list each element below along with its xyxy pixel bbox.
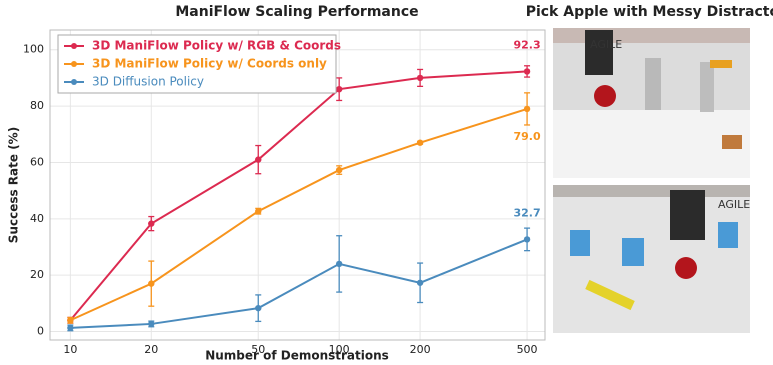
- legend-marker: [71, 79, 77, 85]
- panel-title: Pick Apple with Messy Distractors: [526, 4, 773, 20]
- value-label: 79.0: [513, 130, 540, 143]
- value-label: 32.7: [513, 206, 540, 219]
- x-tick-label: 20: [144, 343, 158, 356]
- x-axis-label: Number of Demonstrations: [205, 349, 389, 363]
- series-line: [69, 107, 528, 322]
- legend-label: 3D ManiFlow Policy w/ Coords only: [92, 57, 327, 71]
- legend-frame: [57, 34, 337, 94]
- photo-bottom: AGILE: [553, 185, 750, 333]
- marker: [523, 68, 531, 75]
- y-tick-label: 20: [30, 268, 44, 281]
- x-tick-label: 50: [251, 343, 265, 356]
- x-tick-label: 500: [517, 343, 538, 356]
- y-tick-label: 100: [23, 43, 44, 56]
- marker: [416, 74, 424, 82]
- legend-marker: [71, 61, 77, 67]
- marker: [523, 105, 531, 113]
- marker: [416, 279, 424, 286]
- marker: [335, 85, 343, 93]
- y-tick-label: 0: [37, 325, 44, 338]
- marker: [335, 260, 343, 268]
- marker: [67, 324, 74, 332]
- marker: [255, 208, 262, 215]
- photo-top: AGILE: [553, 28, 750, 178]
- marker: [255, 156, 262, 163]
- marker: [148, 220, 155, 227]
- marker: [67, 317, 74, 324]
- plot-frame: [49, 29, 546, 341]
- x-tick-label: 100: [329, 343, 350, 356]
- photo-label: AGILE: [718, 198, 750, 211]
- marker: [335, 166, 343, 174]
- y-tick-label: 80: [30, 99, 44, 112]
- y-axis-label: Success Rate (%): [7, 127, 21, 243]
- legend-label: 3D ManiFlow Policy w/ RGB & Coords: [92, 39, 341, 53]
- y-tick-label: 40: [30, 212, 44, 225]
- photo-label: AGILE: [590, 38, 622, 51]
- marker: [148, 280, 155, 287]
- y-tick-label: 60: [30, 155, 44, 168]
- series-line: [70, 238, 528, 329]
- legend-label: 3D Diffusion Policy: [92, 75, 204, 89]
- x-tick-label: 200: [410, 343, 431, 356]
- legend: 3D ManiFlow Policy w/ RGB & Coords 3D Man…: [57, 34, 341, 94]
- value-label: 92.3: [513, 38, 540, 51]
- marker: [148, 320, 155, 328]
- marker: [416, 139, 424, 146]
- legend-marker: [71, 43, 77, 49]
- x-tick-label: 10: [63, 343, 77, 356]
- series-line: [69, 70, 528, 321]
- chart-title: ManiFlow Scaling Performance: [175, 4, 418, 20]
- marker: [255, 304, 262, 312]
- marker: [523, 236, 531, 243]
